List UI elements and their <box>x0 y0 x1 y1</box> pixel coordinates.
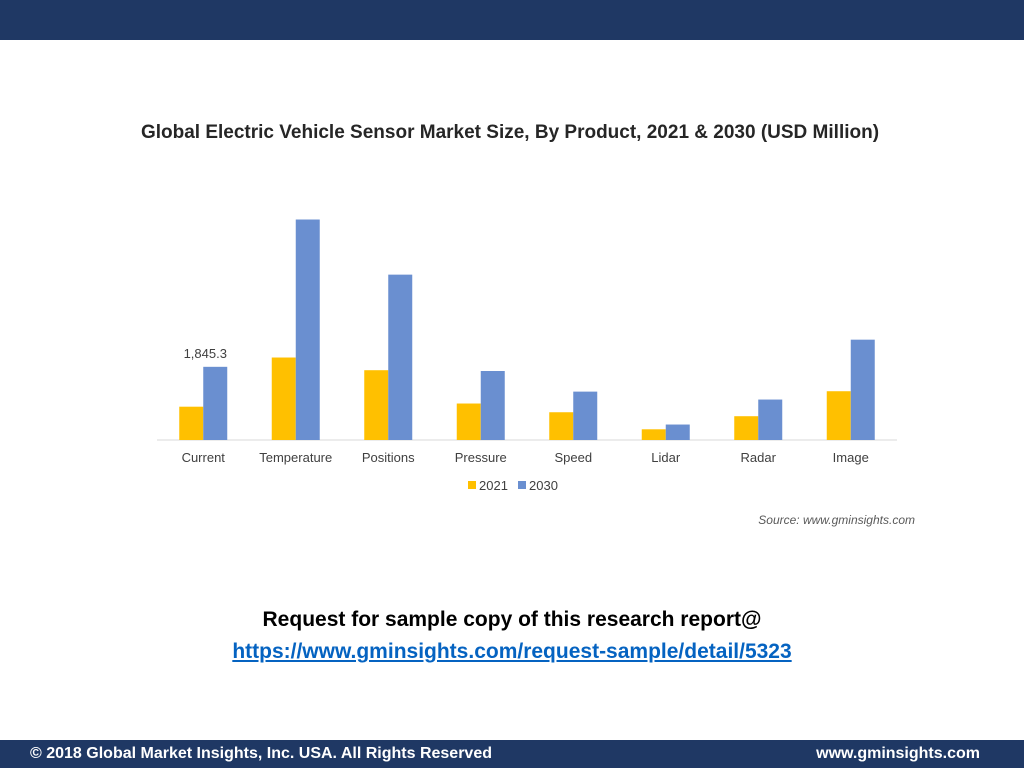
x-tick-label: Lidar <box>651 450 681 465</box>
footer-bar: © 2018 Global Market Insights, Inc. USA.… <box>0 740 1024 768</box>
x-tick-label: Radar <box>741 450 777 465</box>
data-label: 1,845.3 <box>184 346 227 361</box>
x-tick-label: Current <box>182 450 226 465</box>
bar-2030-temperature <box>295 219 320 440</box>
legend-swatch-2030 <box>518 481 526 489</box>
bar-2030-image <box>850 339 875 440</box>
x-tick-label: Speed <box>554 450 592 465</box>
bar-2030-current <box>203 366 228 440</box>
bar-2021-radar <box>734 416 759 440</box>
legend-label-2021: 2021 <box>479 478 508 493</box>
legend-label-2030: 2030 <box>529 478 558 493</box>
bar-2021-pressure <box>456 403 481 440</box>
bar-2030-pressure <box>480 371 505 440</box>
x-tick-label: Image <box>833 450 869 465</box>
sample-request-text: Request for sample copy of this research… <box>262 608 762 631</box>
bar-2021-speed <box>549 412 574 440</box>
x-tick-label: Temperature <box>259 450 332 465</box>
bar-2030-radar <box>758 399 783 440</box>
bar-2030-speed <box>573 391 598 440</box>
x-tick-label: Positions <box>362 450 415 465</box>
bar-chart: Current Temperature Positions Pressure Speed… <box>157 219 897 493</box>
chart-source: Source: www.gminsights.com <box>758 513 915 527</box>
bar-2030-lidar <box>665 424 690 440</box>
footer-website[interactable]: www.gminsights.com <box>816 745 980 762</box>
bar-2021-temperature <box>271 357 296 440</box>
bar-2021-current <box>179 406 204 440</box>
bar-2021-lidar <box>641 429 666 440</box>
sample-request-link[interactable]: https://www.gminsights.com/request-sampl… <box>232 640 792 663</box>
chart-title: Global Electric Vehicle Sensor Market Si… <box>140 122 880 143</box>
bar-2021-positions <box>364 370 389 440</box>
footer-copyright: © 2018 Global Market Insights, Inc. USA.… <box>30 745 492 762</box>
bar-2030-positions <box>388 274 413 440</box>
x-tick-label: Pressure <box>455 450 507 465</box>
bar-2021-image <box>826 391 851 440</box>
top-banner <box>0 0 1024 40</box>
legend-swatch-2021 <box>468 481 476 489</box>
